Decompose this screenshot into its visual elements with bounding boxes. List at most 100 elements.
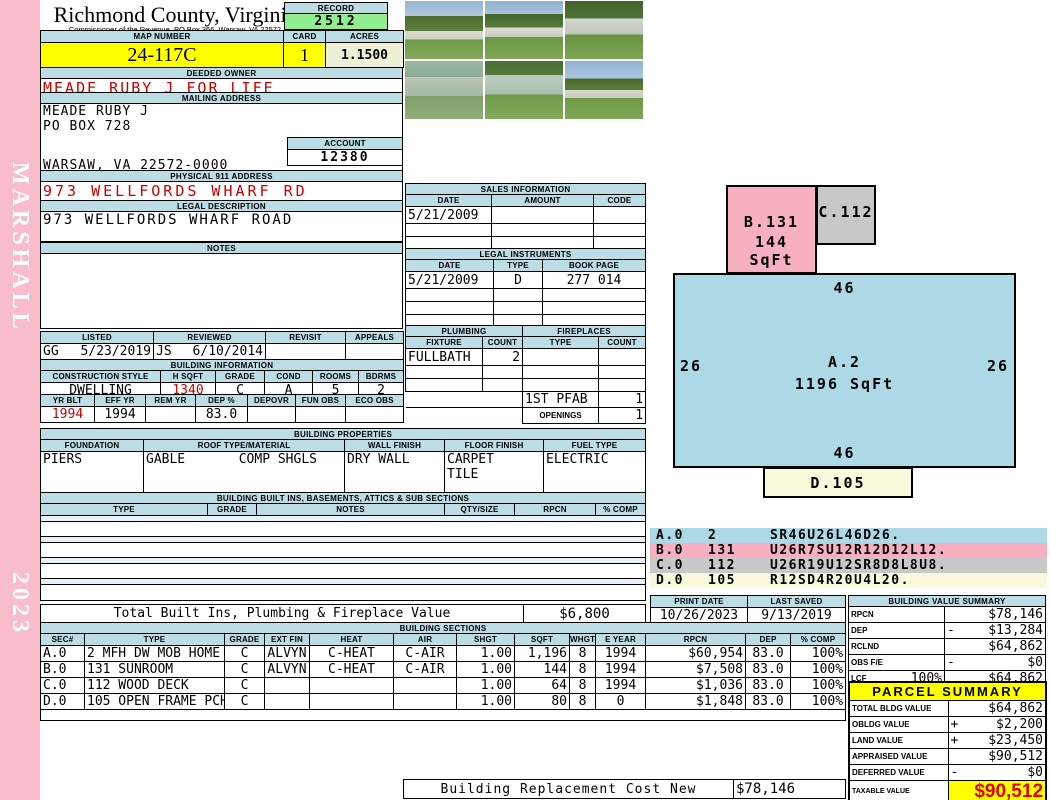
sketch-dim-right: 26 xyxy=(986,357,1009,375)
parcel-row-value: $64,862 xyxy=(988,700,1044,716)
sales-amount-label: AMOUNT xyxy=(491,194,594,207)
page-title: Richmond County, Virginia xyxy=(53,2,297,27)
mailing-line-3: WARSAW, VA 22572-0000 xyxy=(43,158,229,173)
photo-thumbnail xyxy=(405,61,483,119)
sketch-area-b-id: B.131 xyxy=(743,213,800,231)
sidebar-band: MARSHALL 2023 xyxy=(0,0,40,800)
effyr-label: EFF YR xyxy=(94,394,146,407)
ecoobs-value xyxy=(345,406,404,423)
roof-material-value: COMP SHGLS xyxy=(238,452,317,468)
bvs-row-value: $0 xyxy=(1027,655,1044,670)
parcel-row-value: $90,512 xyxy=(988,748,1044,764)
building-properties-label: BUILDING PROPERTIES xyxy=(39,428,647,440)
sales-information-section: SALES INFORMATION DATE AMOUNT CODE 5/21/… xyxy=(404,183,647,250)
physical-address-section: PHYSICAL 911 ADDRESS 973 WELLFORDS WHARF… xyxy=(40,170,403,201)
building-value-summary-label: BUILDING VALUE SUMMARY xyxy=(847,595,1047,607)
listed-label: LISTED xyxy=(40,331,154,344)
sketch-code-row-a: A.0 2 SR46U26L46D26. xyxy=(650,528,1047,543)
construction-style-label: CONSTRUCTION STYLE xyxy=(40,370,161,383)
taxable-value: $90,512 xyxy=(947,779,1047,800)
sales-row-code xyxy=(592,206,647,224)
remyr-value xyxy=(145,406,196,423)
sketch-dim-bottom: 46 xyxy=(833,444,856,462)
instrument-book-label: BOOK PAGE xyxy=(542,259,646,272)
instrument-row-date: 5/21/2009 xyxy=(405,271,494,289)
yrblt-value: 1994 xyxy=(40,406,95,423)
print-date-label: PRINT DATE xyxy=(650,595,748,608)
bvs-row-label: RCLND xyxy=(848,638,945,655)
bvs-row-label: DEP xyxy=(848,622,945,639)
map-number-value: 24-117C xyxy=(40,42,284,68)
page-subtitle: Commissioner of the Revenue, PO Box 366,… xyxy=(42,25,308,34)
legal-description-value: 973 WELLFORDS WHARF ROAD xyxy=(40,211,403,242)
remyr-label: REM YR xyxy=(145,394,196,407)
foundation-value: PIERS xyxy=(40,451,144,494)
pfab-count: 1 xyxy=(598,391,647,408)
card-label: CARD xyxy=(283,30,326,43)
print-date-value: 10/26/2023 xyxy=(650,607,748,624)
builtin-grade-label: GRADE xyxy=(207,503,257,516)
fuel-label: FUEL TYPE xyxy=(542,439,647,452)
sales-date-label: DATE xyxy=(405,194,492,207)
funobs-value xyxy=(295,406,346,423)
wall-label: WALL FINISH xyxy=(344,439,445,452)
bdrms-label: BDRMS xyxy=(357,370,405,383)
effyr-value: 1994 xyxy=(94,406,146,423)
sales-code-label: CODE xyxy=(592,194,647,207)
sketch-code-row-c: C.0 112 U26R19U12SR8D8L8U8. xyxy=(650,558,1047,573)
revisit-value xyxy=(265,343,346,360)
sketch-area-c-id: C.112 xyxy=(818,203,874,221)
building-year-section: YR BLT EFF YR REM YR DEP % DEPOVR FUN OB… xyxy=(40,394,404,423)
builtin-type-label: TYPE xyxy=(40,503,208,516)
sales-information-label: SALES INFORMATION xyxy=(404,183,647,195)
fixture-label: FIXTURE xyxy=(405,336,483,349)
reviewed-label: REVIEWED xyxy=(153,331,266,344)
parcel-row-value: $23,450 xyxy=(988,732,1044,748)
plumbing-fireplaces-section: PLUMBING FIREPLACES FIXTURE COUNT TYPE C… xyxy=(404,325,647,424)
appeals-value xyxy=(345,343,404,360)
roof-type-value: GABLE xyxy=(146,452,186,468)
floor-value-1: CARPET xyxy=(447,452,494,468)
sales-row-date: 5/21/2009 xyxy=(405,206,492,224)
built-ins-total-label: Total Built Ins, Plumbing & Fireplace Va… xyxy=(40,604,524,623)
replacement-cost-value: $78,146 xyxy=(733,779,846,799)
wall-value: DRY WALL xyxy=(344,451,445,494)
parcel-summary: PARCEL SUMMARY TOTAL BLDG VALUE $64,862 … xyxy=(848,681,1048,800)
review-table: LISTED REVIEWED REVISIT APPEALS GG 5/23/2… xyxy=(40,331,404,360)
openings-count: 1 xyxy=(598,407,647,424)
sketch-code-row-d: D.0 105 R12SD4R20U4L20. xyxy=(650,573,1047,588)
fuel-value: ELECTRIC xyxy=(542,451,647,494)
sketch-code-row-b: B.0 131 U26R7SU12R12D12L12. xyxy=(650,543,1047,558)
depovr-label: DEPOVR xyxy=(247,394,296,407)
mailing-line-2: PO BOX 728 xyxy=(43,119,132,134)
sketch-dim-left: 26 xyxy=(680,357,703,375)
legal-description-label: LEGAL DESCRIPTION xyxy=(40,200,403,212)
map-card-acres-table: MAP NUMBER CARD ACRES 24-117C 1 1.1500 xyxy=(40,30,404,68)
building-value-summary: BUILDING VALUE SUMMARY RPCN $78,146 DEP … xyxy=(847,595,1047,687)
builtin-rpcn-label: RPCN xyxy=(514,503,596,516)
bvs-row-label: LCF xyxy=(851,674,867,683)
last-saved-label: LAST SAVED xyxy=(747,595,846,608)
parcel-row-label: TOTAL BLDG VALUE xyxy=(848,699,949,717)
ecoobs-label: ECO OBS xyxy=(345,394,404,407)
bvs-row-value: $78,146 xyxy=(988,607,1044,622)
photo-thumbnail xyxy=(565,61,643,119)
sketch-area-d: D.105 xyxy=(763,467,913,498)
notes-label: NOTES xyxy=(40,242,403,254)
fixture-value: FULLBATH xyxy=(405,348,483,366)
fixture-count-label: COUNT xyxy=(481,336,524,349)
plumbing-label: PLUMBING xyxy=(404,325,524,337)
acres-label: ACRES xyxy=(325,30,404,43)
sketch-area-a-id: A.2 xyxy=(827,353,862,371)
builtin-comp-label: % COMP xyxy=(594,503,647,516)
legal-description-section: LEGAL DESCRIPTION 973 WELLFORDS WHARF RO… xyxy=(40,200,403,242)
hsqft-label: H SQFT xyxy=(160,370,216,383)
funobs-label: FUN OBS xyxy=(295,394,346,407)
building-properties-section: BUILDING PROPERTIES FOUNDATION ROOF TYPE… xyxy=(39,428,647,494)
physical-address-value: 973 WELLFORDS WHARF RD xyxy=(40,181,403,201)
dep-label: DEP % xyxy=(195,394,248,407)
depovr-value xyxy=(247,406,296,423)
account-label: ACCOUNT xyxy=(287,137,403,150)
print-info-table: PRINT DATE LAST SAVED 10/26/2023 9/13/20… xyxy=(650,595,846,624)
building-section-row: A.0 2 MFH DW MOB HOME C ALVYN C-HEAT C-A… xyxy=(40,645,847,662)
